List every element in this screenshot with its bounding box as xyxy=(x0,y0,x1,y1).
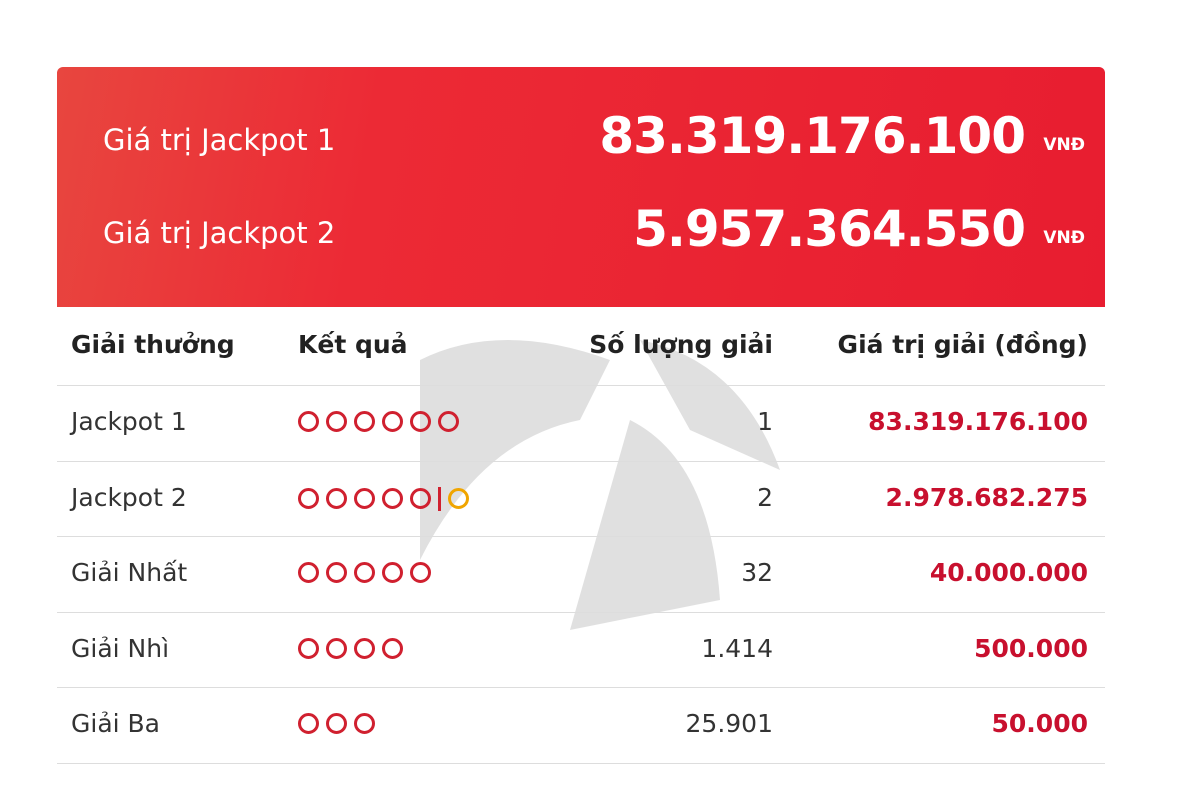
column-header: Giá trị giải (đồng) xyxy=(837,330,1088,359)
ball xyxy=(298,488,319,509)
row-divider xyxy=(57,611,1105,613)
result-balls xyxy=(298,562,431,583)
row-divider xyxy=(57,385,1105,386)
ball xyxy=(298,562,319,583)
ball xyxy=(410,411,431,432)
prize-value: 83.319.176.100 xyxy=(868,407,1088,436)
column-header: Giải thưởng xyxy=(71,330,235,359)
row-divider xyxy=(57,762,1105,764)
column-header: Số lượng giải xyxy=(589,330,773,359)
result-balls xyxy=(298,411,459,432)
prize-value: 40.000.000 xyxy=(929,558,1088,587)
ball xyxy=(382,488,403,509)
ball xyxy=(298,411,319,432)
ball xyxy=(326,411,347,432)
ball xyxy=(382,411,403,432)
prize-name: Jackpot 2 xyxy=(71,482,187,512)
ball xyxy=(438,411,459,432)
ball xyxy=(354,411,375,432)
separator xyxy=(438,486,441,511)
ball xyxy=(354,562,375,583)
prize-count: 25.901 xyxy=(685,709,773,738)
jackpot-unit: VNĐ xyxy=(1043,135,1085,155)
ball xyxy=(410,562,431,583)
jackpot-unit: VNĐ xyxy=(1043,228,1085,248)
watermark xyxy=(420,340,780,630)
result-balls xyxy=(298,637,403,659)
ball xyxy=(326,713,347,734)
prize-value: 50.000 xyxy=(991,709,1088,738)
prize-value: 500.000 xyxy=(974,633,1088,663)
prize-name: Giải Nhất xyxy=(71,558,188,587)
row-divider xyxy=(57,536,1105,537)
row-divider xyxy=(57,687,1105,688)
ball xyxy=(326,562,347,583)
prize-count: 2 xyxy=(757,482,773,512)
ball xyxy=(326,488,347,509)
prize-count: 1.414 xyxy=(701,633,773,663)
ball xyxy=(382,637,403,659)
ball xyxy=(382,562,403,583)
bonus-ball xyxy=(448,488,469,509)
ball xyxy=(354,488,375,509)
ball xyxy=(326,637,347,659)
ball xyxy=(298,637,319,659)
ball xyxy=(410,488,431,509)
jackpot-label: Giá trị Jackpot 2 xyxy=(103,216,336,250)
column-header: Kết quả xyxy=(298,330,408,359)
prize-name: Giải Nhì xyxy=(71,633,170,663)
ball xyxy=(354,713,375,734)
result-balls xyxy=(298,713,375,734)
jackpot-panel: Giá trị Jackpot 1 83.319.176.100 VNĐ Giá… xyxy=(57,67,1105,307)
prize-value: 2.978.682.275 xyxy=(885,482,1088,512)
jackpot-value: 83.319.176.100 xyxy=(599,107,1026,165)
jackpot-label: Giá trị Jackpot 1 xyxy=(103,123,336,157)
prize-count: 1 xyxy=(757,407,773,436)
result-balls xyxy=(298,486,469,511)
prize-count: 32 xyxy=(741,558,773,587)
jackpot-value: 5.957.364.550 xyxy=(633,200,1026,258)
prize-name: Jackpot 1 xyxy=(71,407,187,436)
ball xyxy=(298,713,319,734)
row-divider xyxy=(57,460,1105,462)
prize-name: Giải Ba xyxy=(71,709,161,738)
ball xyxy=(354,637,375,659)
